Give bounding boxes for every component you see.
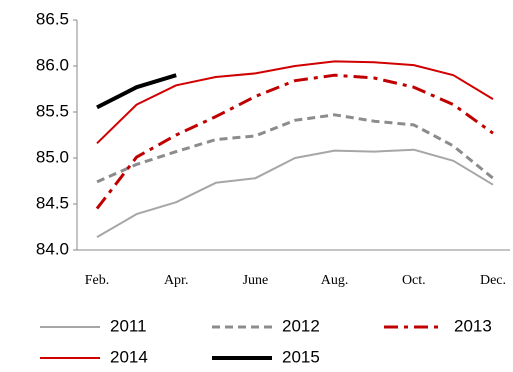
y-tick-label: 85.0: [36, 147, 69, 166]
x-tick-label: June: [243, 273, 269, 288]
legend-label: 2013: [454, 316, 492, 335]
y-tick-label: 84.0: [36, 239, 69, 258]
series-line: [96, 60, 494, 145]
series-line: [96, 73, 177, 110]
legend-label: 2011: [110, 316, 147, 335]
y-tick-label: 86.0: [36, 55, 69, 74]
legend-label: 2012: [282, 316, 320, 335]
x-tick-label: Feb.: [85, 273, 110, 288]
legend-label: 2014: [110, 347, 148, 366]
legend-label: 2015: [282, 347, 320, 366]
x-tick-label: Aug.: [321, 273, 349, 288]
x-tick-label: Dec.: [480, 273, 506, 288]
y-tick-label: 84.5: [36, 193, 69, 212]
x-tick-label: Oct.: [402, 273, 426, 288]
x-tick-label: Apr.: [164, 273, 189, 288]
y-tick-label: 86.5: [36, 9, 69, 28]
series-line: [96, 113, 494, 184]
y-tick-label: 85.5: [36, 101, 69, 120]
series-line: [96, 148, 494, 238]
series-line: [95, 73, 494, 210]
